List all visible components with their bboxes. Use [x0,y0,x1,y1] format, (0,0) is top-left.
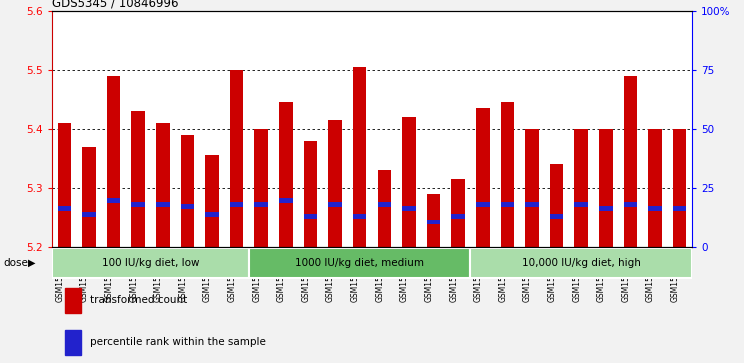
Bar [550,214,563,219]
Bar [304,214,317,219]
Bar [403,117,416,247]
Bar [476,202,490,207]
Bar [599,206,612,211]
Bar [574,202,588,207]
Bar [65,288,81,313]
Bar [452,214,465,219]
Bar [83,212,96,217]
Bar [205,212,219,217]
Bar [476,108,490,247]
Bar [452,179,465,247]
Bar [230,70,243,247]
Text: ▶: ▶ [28,258,36,268]
Bar [353,67,367,247]
FancyBboxPatch shape [52,248,249,278]
Bar [328,202,341,207]
Bar [377,202,391,207]
Bar [403,206,416,211]
Bar [648,206,661,211]
Bar [599,129,612,247]
Text: 1000 IU/kg diet, medium: 1000 IU/kg diet, medium [295,258,424,268]
Text: 10,000 IU/kg diet, high: 10,000 IU/kg diet, high [522,258,641,268]
Text: transformed count: transformed count [91,295,187,305]
Bar [353,214,367,219]
Bar [673,206,687,211]
Bar [648,129,661,247]
Text: dose: dose [4,258,28,268]
Bar [254,129,268,247]
Bar [57,123,71,247]
Bar [57,206,71,211]
Bar [107,76,121,247]
Bar [550,164,563,247]
Text: GDS5345 / 10846996: GDS5345 / 10846996 [52,0,179,10]
Bar [181,204,194,209]
Bar [132,202,145,207]
Bar [156,123,170,247]
Bar [673,129,687,247]
Bar [501,202,514,207]
Bar [427,194,440,247]
Bar [304,141,317,247]
Bar [156,202,170,207]
Bar [107,199,121,203]
Bar [525,129,539,247]
Bar [377,170,391,247]
Bar [65,330,81,355]
Bar [230,202,243,207]
Bar [254,202,268,207]
Bar [83,147,96,247]
Bar [574,129,588,247]
Bar [525,202,539,207]
Bar [623,202,637,207]
Bar [328,120,341,247]
Bar [132,111,145,247]
Bar [205,155,219,247]
Bar [623,76,637,247]
FancyBboxPatch shape [470,248,692,278]
Text: percentile rank within the sample: percentile rank within the sample [91,337,266,347]
Bar [181,135,194,247]
Bar [279,102,292,247]
Bar [501,102,514,247]
Bar [427,220,440,224]
Text: 100 IU/kg diet, low: 100 IU/kg diet, low [102,258,199,268]
FancyBboxPatch shape [249,248,470,278]
Bar [279,199,292,203]
